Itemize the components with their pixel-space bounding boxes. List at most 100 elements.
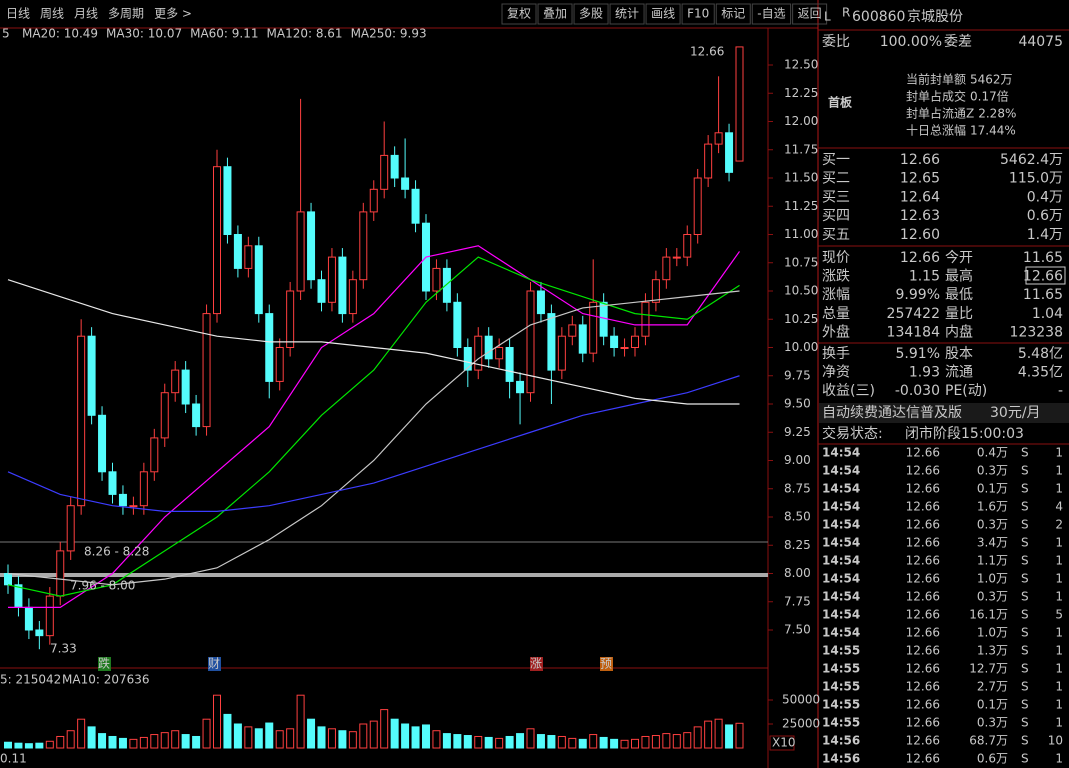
trade-side: S xyxy=(1021,500,1029,514)
trade-price: 12.66 xyxy=(906,554,940,568)
candle-body xyxy=(589,301,598,354)
bid-level: 买三 xyxy=(822,189,850,205)
tool-button[interactable]: 画线 xyxy=(651,7,675,21)
promo-text[interactable]: 自动续费通达信普及版 xyxy=(822,404,962,421)
quote-value: 5.48亿 xyxy=(1018,346,1063,362)
level-band xyxy=(0,573,768,577)
volume-legend: 5: 215042 xyxy=(0,673,61,687)
volume-bar xyxy=(683,732,692,749)
quote-label: 内盘 xyxy=(945,323,973,340)
tool-button[interactable]: 标记 xyxy=(721,7,745,21)
quote-value: 1.15 xyxy=(909,269,940,285)
trade-side: S xyxy=(1021,698,1029,712)
trade-volume: 1.1万 xyxy=(977,554,1008,568)
period-tab[interactable]: 更多 > xyxy=(154,7,192,21)
quote-label: 量比 xyxy=(945,306,973,322)
y-tick-label: 8.75 xyxy=(784,481,811,495)
volume-bar xyxy=(725,724,734,749)
volume-bar xyxy=(223,713,232,749)
volume-bar xyxy=(610,738,619,749)
period-tab[interactable]: 多周期 xyxy=(108,7,144,21)
trade-time: 14:54 xyxy=(822,500,860,514)
volume-bar xyxy=(620,739,629,749)
period-tab[interactable]: 月线 xyxy=(74,7,98,21)
tool-button[interactable]: 叠加 xyxy=(543,7,567,21)
promo-price[interactable]: 30元/月 xyxy=(990,405,1041,421)
event-label: 预 xyxy=(600,657,612,671)
quote-label: 股本 xyxy=(945,346,973,362)
trade-side: S xyxy=(1021,536,1029,550)
weibi-value: 100.00% xyxy=(880,34,942,50)
volume-bar xyxy=(202,718,211,749)
y-tick-label: 12.00 xyxy=(784,114,818,128)
bid-volume: 0.6万 xyxy=(1027,208,1063,224)
bid-level: 买二 xyxy=(822,171,850,187)
trade-price: 12.66 xyxy=(906,698,940,712)
trade-time: 14:54 xyxy=(822,590,860,604)
y-tick-label: 7.75 xyxy=(784,594,811,608)
trade-price: 12.66 xyxy=(906,446,940,460)
volume-bar xyxy=(432,730,441,749)
quote-value: 123238 xyxy=(1010,324,1063,340)
candle-body xyxy=(610,335,619,349)
period-tab[interactable]: 日线 xyxy=(6,7,30,21)
candle-body xyxy=(327,256,336,303)
trade-side: S xyxy=(1021,752,1029,766)
annotation: 8.26 - 8.28 xyxy=(84,545,149,559)
trade-price: 12.66 xyxy=(906,536,940,550)
button-border xyxy=(537,3,573,25)
ma-line xyxy=(7,290,740,586)
y-tick-label: 11.00 xyxy=(784,227,818,241)
quote-value: -0.030 xyxy=(895,383,940,399)
candle-body xyxy=(557,335,566,371)
volume-bar xyxy=(735,722,744,749)
candle-body xyxy=(380,154,389,190)
period-tab[interactable]: 周线 xyxy=(40,7,64,21)
candle-body xyxy=(359,211,368,281)
annotation: 7.33 xyxy=(50,642,77,656)
event-marker xyxy=(98,657,111,671)
candle-body xyxy=(547,313,556,371)
status-value: 闭市阶段 xyxy=(905,425,961,442)
tool-button[interactable]: 返回 xyxy=(798,7,822,21)
trade-volume: 1.3万 xyxy=(977,644,1008,658)
volume-bar xyxy=(160,732,169,749)
button-border xyxy=(573,3,609,25)
seal-value: 0.17倍 xyxy=(970,89,1009,104)
trade-time: 14:54 xyxy=(822,626,860,640)
quote-label: PE(动) xyxy=(945,383,987,399)
volume-legend: MA10: 207636 xyxy=(62,673,150,687)
trade-count: 1 xyxy=(1055,590,1063,604)
candle-body xyxy=(77,335,86,507)
trade-time: 14:55 xyxy=(822,680,860,694)
candle-body xyxy=(213,166,221,315)
candle-body xyxy=(129,505,138,508)
quote-value: 5.91% xyxy=(896,346,940,362)
event-marker xyxy=(530,657,543,671)
candle-body xyxy=(244,245,253,269)
trade-time: 14:56 xyxy=(822,734,860,748)
promo-bg xyxy=(819,403,1069,423)
candle-body xyxy=(56,550,65,597)
event-marker xyxy=(208,657,221,671)
volume-bar xyxy=(24,743,33,749)
trade-count: 5 xyxy=(1055,608,1063,622)
candle-body xyxy=(160,392,169,439)
tool-button[interactable]: 多股 xyxy=(579,7,603,21)
tool-button[interactable]: F10 xyxy=(687,7,709,21)
button-border xyxy=(681,3,715,25)
trade-count: 1 xyxy=(1055,662,1063,676)
trade-volume: 3.4万 xyxy=(977,536,1008,550)
quote-value: 1.93 xyxy=(909,365,940,381)
trade-time: 14:54 xyxy=(822,608,860,622)
volume-bar xyxy=(599,736,608,749)
candle-body xyxy=(338,256,347,315)
volume-bar xyxy=(693,726,702,749)
candle-body xyxy=(735,46,744,162)
tool-button[interactable]: 复权 xyxy=(507,7,531,21)
tool-button[interactable]: 统计 xyxy=(615,7,639,21)
trade-time: 14:54 xyxy=(822,536,860,550)
tool-button[interactable]: -自选 xyxy=(757,7,785,21)
trade-count: 1 xyxy=(1055,446,1063,460)
y-tick-label: 12.25 xyxy=(784,86,818,100)
